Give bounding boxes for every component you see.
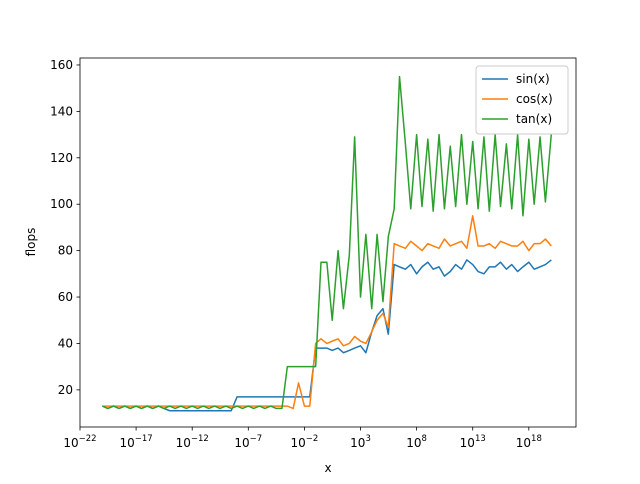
y-tick-label: 100 (50, 197, 73, 211)
line-series (102, 259, 552, 412)
y-tick-label: 80 (58, 244, 73, 258)
legend-label: tan(x) (516, 112, 552, 126)
y-axis-label: flops (24, 228, 38, 257)
y-tick-label: 140 (50, 104, 73, 118)
y-tick-label: 120 (50, 151, 73, 165)
legend-box (475, 65, 569, 135)
axes-frame (79, 57, 577, 428)
x-tick-label: 1018 (516, 434, 542, 450)
x-tick-label: 10−7 (234, 434, 262, 450)
x-tick-label: 1013 (460, 434, 486, 450)
x-tick-label: 10−17 (119, 434, 152, 450)
legend-label: sin(x) (516, 72, 550, 86)
line-series (102, 215, 552, 410)
y-tick-label: 20 (58, 383, 73, 397)
y-tick-label: 40 (58, 336, 73, 350)
x-tick-label: 10−12 (176, 434, 209, 450)
y-tick-label: 160 (50, 58, 73, 72)
legend-label: cos(x) (516, 92, 553, 106)
line-series (102, 75, 553, 410)
x-axis-label: x (324, 461, 331, 475)
x-tick-label: 108 (406, 434, 427, 450)
x-tick-label: 10−22 (63, 434, 96, 450)
x-tick-label: 103 (350, 434, 371, 450)
y-tick-label: 60 (58, 290, 73, 304)
x-tick-label: 10−2 (291, 434, 319, 450)
